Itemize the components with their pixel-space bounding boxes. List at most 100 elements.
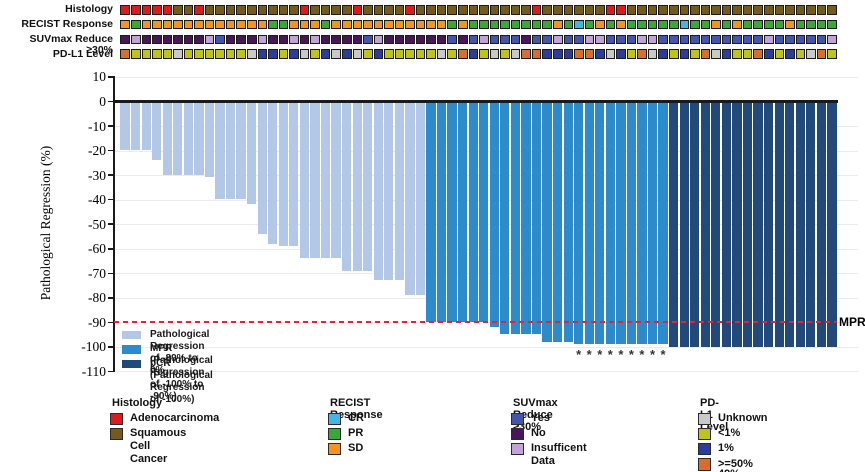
pdl1-cell xyxy=(458,49,468,59)
recist-cell xyxy=(320,19,331,30)
histology-cell xyxy=(763,5,774,15)
suvmax-cell xyxy=(458,34,468,45)
pdl1-cell xyxy=(183,49,194,59)
bar-pcr xyxy=(753,102,763,347)
significance-asterisk: * xyxy=(597,347,603,362)
suvmax-cell xyxy=(584,34,595,45)
y-axis-line xyxy=(113,75,115,373)
y-tick xyxy=(107,248,114,250)
y-tick-label: -60 xyxy=(88,241,106,257)
y-tick xyxy=(107,76,114,78)
significance-asterisk: * xyxy=(586,347,592,362)
suvmax-cell xyxy=(785,34,795,45)
recist-cell xyxy=(521,19,531,30)
histology-cell xyxy=(785,5,795,15)
histology-cell xyxy=(268,5,278,15)
histology-cell xyxy=(394,5,405,15)
suvmax-cell xyxy=(753,34,763,45)
histology-cell xyxy=(510,5,521,15)
histology-cell xyxy=(679,5,690,15)
legend-item-label: CR xyxy=(348,412,364,424)
histology-cell xyxy=(626,5,637,15)
legend-item-label: Insufficent Data xyxy=(531,442,587,468)
suvmax-cell xyxy=(637,34,647,45)
histology-cell xyxy=(194,5,204,15)
histology-cell xyxy=(721,5,732,15)
recist-cell xyxy=(669,19,679,30)
pdl1-cell xyxy=(742,49,753,59)
suvmax-cell xyxy=(679,34,690,45)
pdl1-cell xyxy=(436,49,447,59)
legend-item-label: Squamous Cell Cancer xyxy=(130,427,187,466)
legend-item-label: PR xyxy=(348,427,364,440)
recist-cell xyxy=(658,19,669,30)
bar-reg xyxy=(320,102,331,259)
bar-mpr xyxy=(489,102,499,328)
pdl1-cell xyxy=(753,49,763,59)
histology-cell xyxy=(289,5,299,15)
suvmax-cell xyxy=(552,34,563,45)
legend-swatch-mpr xyxy=(122,345,141,354)
pdl1-cell xyxy=(162,49,173,59)
recist-cell xyxy=(500,19,510,30)
y-tick-label: -20 xyxy=(88,143,106,159)
bar-reg xyxy=(141,102,151,151)
histology-cell xyxy=(542,5,552,15)
bar-reg xyxy=(162,102,172,175)
recist-cell xyxy=(479,19,489,30)
recist-cell xyxy=(183,19,194,30)
y-tick xyxy=(107,198,114,201)
pdl1-cell xyxy=(574,49,584,59)
histology-cell xyxy=(173,5,183,15)
pdl1-cell xyxy=(563,49,574,59)
bar-reg xyxy=(120,102,130,151)
recist-cell xyxy=(310,19,320,30)
recist-cell xyxy=(574,19,584,30)
histology-cell xyxy=(236,5,247,15)
track-label-histology: Histology xyxy=(65,3,113,16)
bar-mpr xyxy=(542,102,552,342)
legend-item-label: 1% - 49% xyxy=(718,442,740,472)
bar-reg xyxy=(236,102,246,200)
pdl1-cell xyxy=(225,49,236,59)
bar-pcr xyxy=(690,102,700,347)
pdl1-cell xyxy=(468,49,479,59)
histology-cell xyxy=(489,5,500,15)
pdl1-cell xyxy=(299,49,310,59)
bar-reg xyxy=(225,102,236,200)
recist-cell xyxy=(257,19,268,30)
y-tick-label: -110 xyxy=(81,363,106,379)
histology-cell xyxy=(574,5,584,15)
pdl1-cell xyxy=(690,49,700,59)
suvmax-cell xyxy=(363,34,373,45)
histology-cell xyxy=(605,5,616,15)
histology-cell xyxy=(415,5,426,15)
suvmax-cell xyxy=(669,34,679,45)
suvmax-cell xyxy=(700,34,711,45)
pdl1-cell xyxy=(289,49,299,59)
histology-cell xyxy=(563,5,574,15)
legend-swatch-reg xyxy=(122,330,141,339)
histology-cell xyxy=(384,5,394,15)
recist-cell xyxy=(247,19,257,30)
pdl1-cell xyxy=(363,49,373,59)
recist-cell xyxy=(141,19,152,30)
recist-cell xyxy=(341,19,352,30)
suvmax-cell xyxy=(394,34,405,45)
suvmax-cell xyxy=(774,34,785,45)
recist-cell xyxy=(732,19,742,30)
recist-cell xyxy=(626,19,637,30)
gridline xyxy=(114,346,858,348)
recist-cell xyxy=(690,19,700,30)
bar-mpr xyxy=(468,102,478,323)
pdl1-cell xyxy=(194,49,204,59)
suvmax-cell xyxy=(225,34,236,45)
suvmax-cell xyxy=(415,34,426,45)
y-tick-label: -70 xyxy=(88,265,106,281)
pdl1-cell xyxy=(352,49,363,59)
suvmax-cell xyxy=(278,34,289,45)
recist-cell xyxy=(616,19,626,30)
suvmax-cell xyxy=(732,34,742,45)
y-tick-label: -90 xyxy=(88,314,106,330)
